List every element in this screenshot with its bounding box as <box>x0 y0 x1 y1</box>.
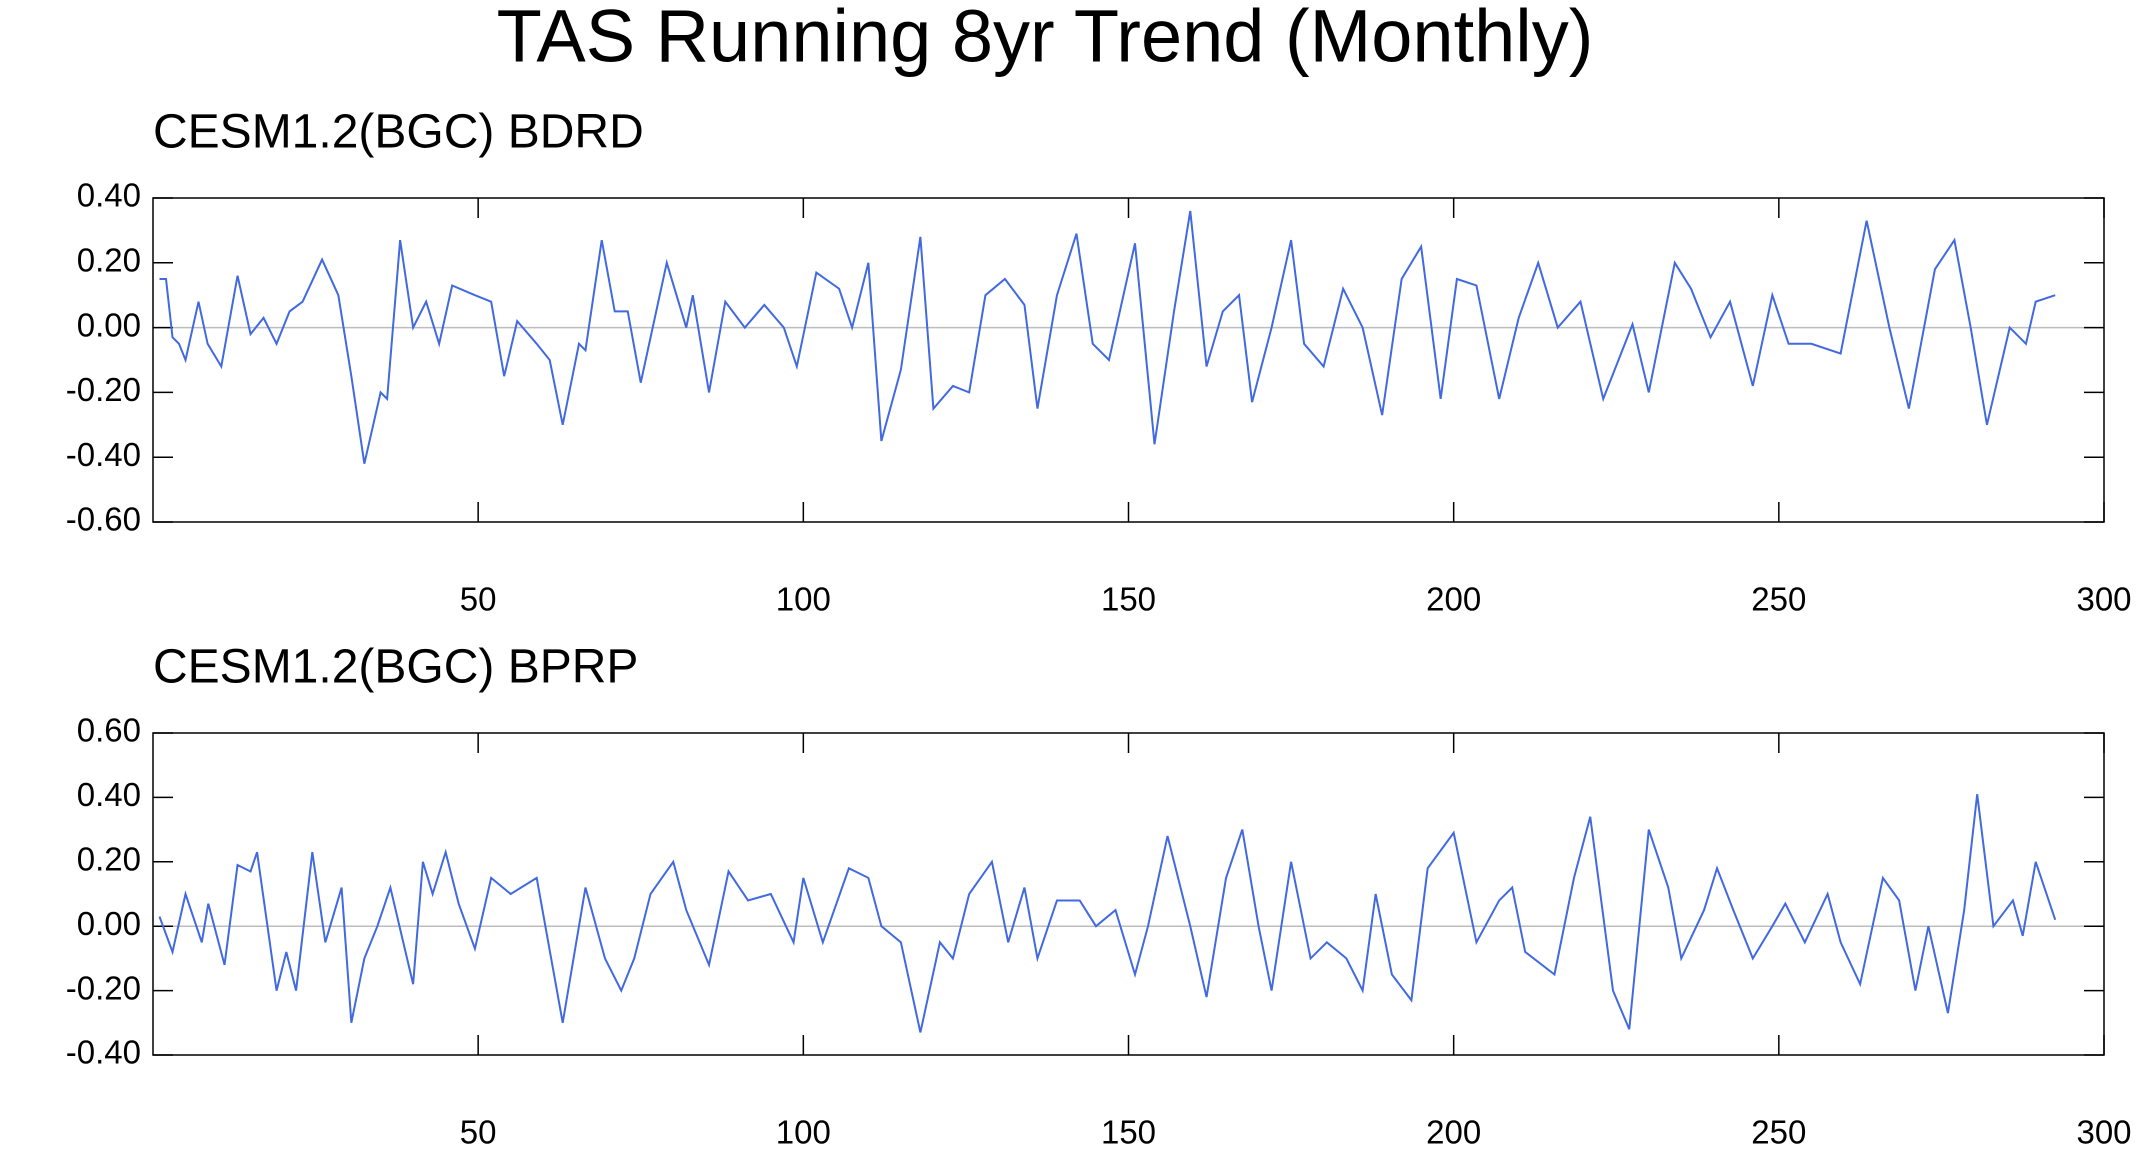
x-tick-label: 250 <box>1751 581 1806 618</box>
panel-title: CESM1.2(BGC) BDRD <box>153 106 644 159</box>
x-tick-label: 150 <box>1101 1114 1156 1151</box>
data-line <box>159 210 2056 464</box>
panel-title: CESM1.2(BGC) BPRP <box>153 641 638 694</box>
x-tick-label: 100 <box>776 581 831 618</box>
y-tick-label: 0.20 <box>77 242 141 279</box>
y-tick-label: -0.20 <box>66 969 141 1006</box>
y-tick-label: -0.40 <box>66 1034 141 1071</box>
y-tick-label: 0.60 <box>77 712 141 749</box>
x-tick-label: 200 <box>1426 1114 1481 1151</box>
x-tick-label: 300 <box>2076 1114 2131 1151</box>
y-tick-label: 0.00 <box>77 306 141 343</box>
y-tick-label: 0.00 <box>77 905 141 942</box>
x-tick-label: 150 <box>1101 581 1156 618</box>
y-tick-label: -0.20 <box>66 371 141 408</box>
y-tick-label: -0.60 <box>66 501 141 538</box>
data-line <box>158 794 2057 1033</box>
plot-frame <box>152 197 2105 523</box>
y-tick-label: 0.40 <box>77 177 141 214</box>
x-tick-label: 100 <box>776 1114 831 1151</box>
y-tick-label: 0.40 <box>77 776 141 813</box>
y-tick-label: 0.20 <box>77 841 141 878</box>
x-tick-label: 50 <box>460 1114 497 1151</box>
x-tick-label: 200 <box>1426 581 1481 618</box>
plot-frame <box>152 732 2105 1056</box>
x-tick-label: 50 <box>460 581 497 618</box>
y-tick-label: -0.40 <box>66 436 141 473</box>
x-tick-label: 300 <box>2076 581 2131 618</box>
figure-title: TAS Running 8yr Trend (Monthly) <box>497 0 1594 78</box>
x-tick-label: 250 <box>1751 1114 1806 1151</box>
